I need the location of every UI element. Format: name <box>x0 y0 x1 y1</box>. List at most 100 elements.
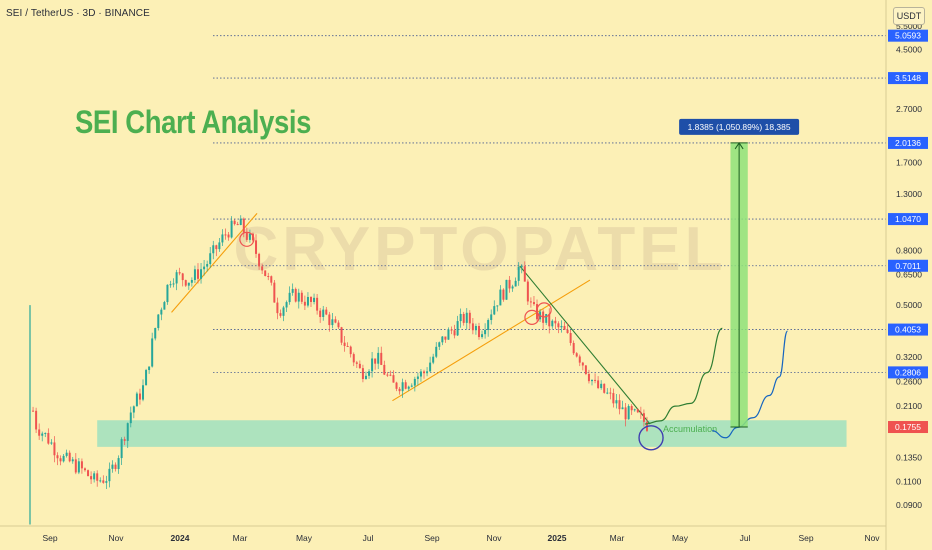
candle-down <box>96 473 99 481</box>
candle-up <box>117 458 120 469</box>
trendline-up-1 <box>171 212 258 313</box>
candle-down <box>32 410 35 412</box>
candle-up <box>441 336 444 343</box>
candle-up <box>407 386 410 389</box>
x-tick-label: Sep <box>42 533 57 543</box>
candle-up <box>560 325 563 328</box>
measure-label: 1.8385 (1,050.89%) 18,385 <box>679 118 800 135</box>
candle-down <box>242 218 245 233</box>
level-badge <box>888 366 928 379</box>
candle-down <box>261 266 264 271</box>
measure-label-text: 1.8385 (1,050.89%) 18,385 <box>688 122 791 132</box>
candle-down <box>316 297 319 311</box>
x-tick-label: 2025 <box>548 533 567 543</box>
candle-down <box>450 329 453 331</box>
symbol-title: SEI / TetherUS · 3D · BINANCE <box>6 8 150 19</box>
x-tick-label: Sep <box>424 533 439 543</box>
candle-down <box>581 362 584 366</box>
y-tick-label: 0.8000 <box>896 245 922 255</box>
candle-up <box>419 371 422 377</box>
candle-up <box>172 283 175 285</box>
candle-down <box>361 368 364 380</box>
candle-up <box>291 288 294 293</box>
candle-down <box>395 382 398 389</box>
candle-up <box>520 266 523 268</box>
candle-up <box>209 253 212 265</box>
candle-up <box>154 328 157 339</box>
candle-up <box>474 325 477 331</box>
candle-down <box>548 313 551 327</box>
candle-down <box>380 352 383 365</box>
candle-up <box>413 378 416 386</box>
candle-down <box>346 345 349 347</box>
y-tick-label: 1.3000 <box>896 189 922 199</box>
level-badge <box>888 323 928 336</box>
candle-up <box>600 383 603 389</box>
candle-up <box>212 245 215 254</box>
level-badge-label: 0.1755 <box>895 422 921 432</box>
candle-down <box>554 320 557 324</box>
candle-down <box>47 432 50 444</box>
candle-down <box>227 234 230 238</box>
candle-down <box>53 442 56 456</box>
candle-up <box>514 280 517 287</box>
candles <box>32 215 648 489</box>
candle-up <box>487 320 490 330</box>
candle-down <box>603 383 606 393</box>
candle-down <box>83 468 86 471</box>
candle-down <box>468 312 471 324</box>
candle-down <box>38 429 41 436</box>
candle-up <box>484 329 487 335</box>
candle-up <box>50 442 53 444</box>
accumulation-circle <box>638 425 664 451</box>
candle-up <box>322 309 325 318</box>
candle-down <box>74 459 77 473</box>
candle-down <box>264 270 267 276</box>
y-tick-label: 0.0900 <box>896 500 922 510</box>
candle-up <box>203 266 206 270</box>
candle-down <box>572 342 575 354</box>
candle-up <box>193 269 196 280</box>
currency-badge[interactable]: USDT <box>893 7 925 25</box>
candle-up <box>218 242 221 250</box>
candle-up <box>490 314 493 321</box>
candle-down <box>523 266 526 282</box>
candle-down <box>279 313 282 316</box>
candle-down <box>636 409 639 413</box>
candle-down <box>557 323 560 328</box>
candle-down <box>477 325 480 338</box>
candle-down <box>578 356 581 363</box>
candle-up <box>438 342 441 347</box>
candle-down <box>392 375 395 383</box>
candle-up <box>160 309 163 315</box>
candle-up <box>77 461 80 473</box>
candle-down <box>59 458 62 462</box>
candle-up <box>447 329 450 340</box>
support-zone <box>97 420 847 447</box>
level-badge-label: 0.4053 <box>895 325 921 335</box>
x-tick-label: 2024 <box>171 533 190 543</box>
candle-up <box>401 382 404 392</box>
candle-up <box>142 385 145 400</box>
y-tick-label: 0.3200 <box>896 352 922 362</box>
candle-up <box>364 375 367 380</box>
level-badge <box>888 213 928 226</box>
chart-headline: SEI Chart Analysis <box>75 104 311 140</box>
candle-up <box>499 289 502 306</box>
candle-up <box>126 423 129 441</box>
candle-down <box>386 374 389 376</box>
candle-down <box>389 374 392 376</box>
candle-up <box>169 284 172 286</box>
candle-down <box>270 276 273 283</box>
candle-up <box>545 313 548 323</box>
candle-down <box>68 452 71 462</box>
candle-down <box>609 392 612 394</box>
candle-up <box>505 279 508 300</box>
candle-down <box>404 382 407 389</box>
candle-down <box>630 406 633 411</box>
candle-up <box>517 266 520 281</box>
marker-circle <box>536 302 552 318</box>
candle-up <box>230 220 233 238</box>
